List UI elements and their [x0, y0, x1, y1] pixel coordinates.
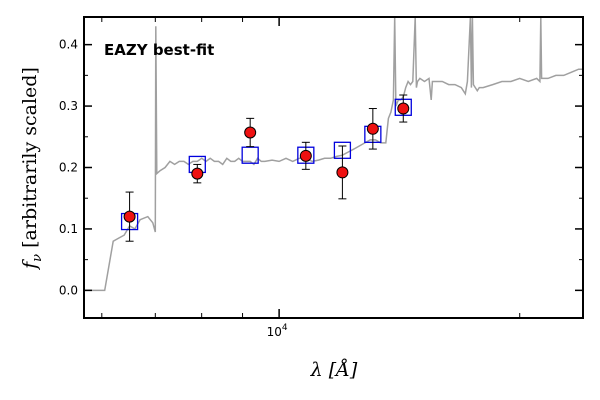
best-fit-annotation: EAZY best-fit [104, 41, 214, 59]
x-axis-title: λ [Å] [310, 359, 358, 381]
y-tick-label: 0.2 [59, 161, 78, 175]
observed-flux-point [299, 149, 312, 162]
y-tick-label: 0.3 [59, 99, 78, 113]
plot-frame [83, 16, 584, 319]
template-spectrum-line [84, 17, 583, 292]
model-fluxes-layer [120, 98, 412, 231]
x-tick-label: 104 [267, 323, 288, 339]
model-flux-box [241, 146, 259, 164]
observed-flux-point [397, 102, 410, 115]
axis-ticks-layer: 0.0 0.1 0.2 0.3 0.4 104 [59, 17, 583, 339]
observed-flux-point [366, 122, 379, 135]
observed-flux-point [191, 167, 204, 180]
y-axis-title: fν [arbitrarily scaled] [19, 67, 45, 271]
y-tick-label: 0.4 [59, 38, 78, 52]
template-spectrum-layer [84, 17, 583, 292]
observed-flux-point [244, 126, 257, 139]
observed-fluxes-layer [123, 94, 410, 242]
observed-flux-point [123, 210, 136, 223]
observed-flux-point [336, 166, 349, 179]
y-tick-label: 0.1 [59, 222, 78, 236]
y-tick-label: 0.0 [59, 283, 78, 297]
